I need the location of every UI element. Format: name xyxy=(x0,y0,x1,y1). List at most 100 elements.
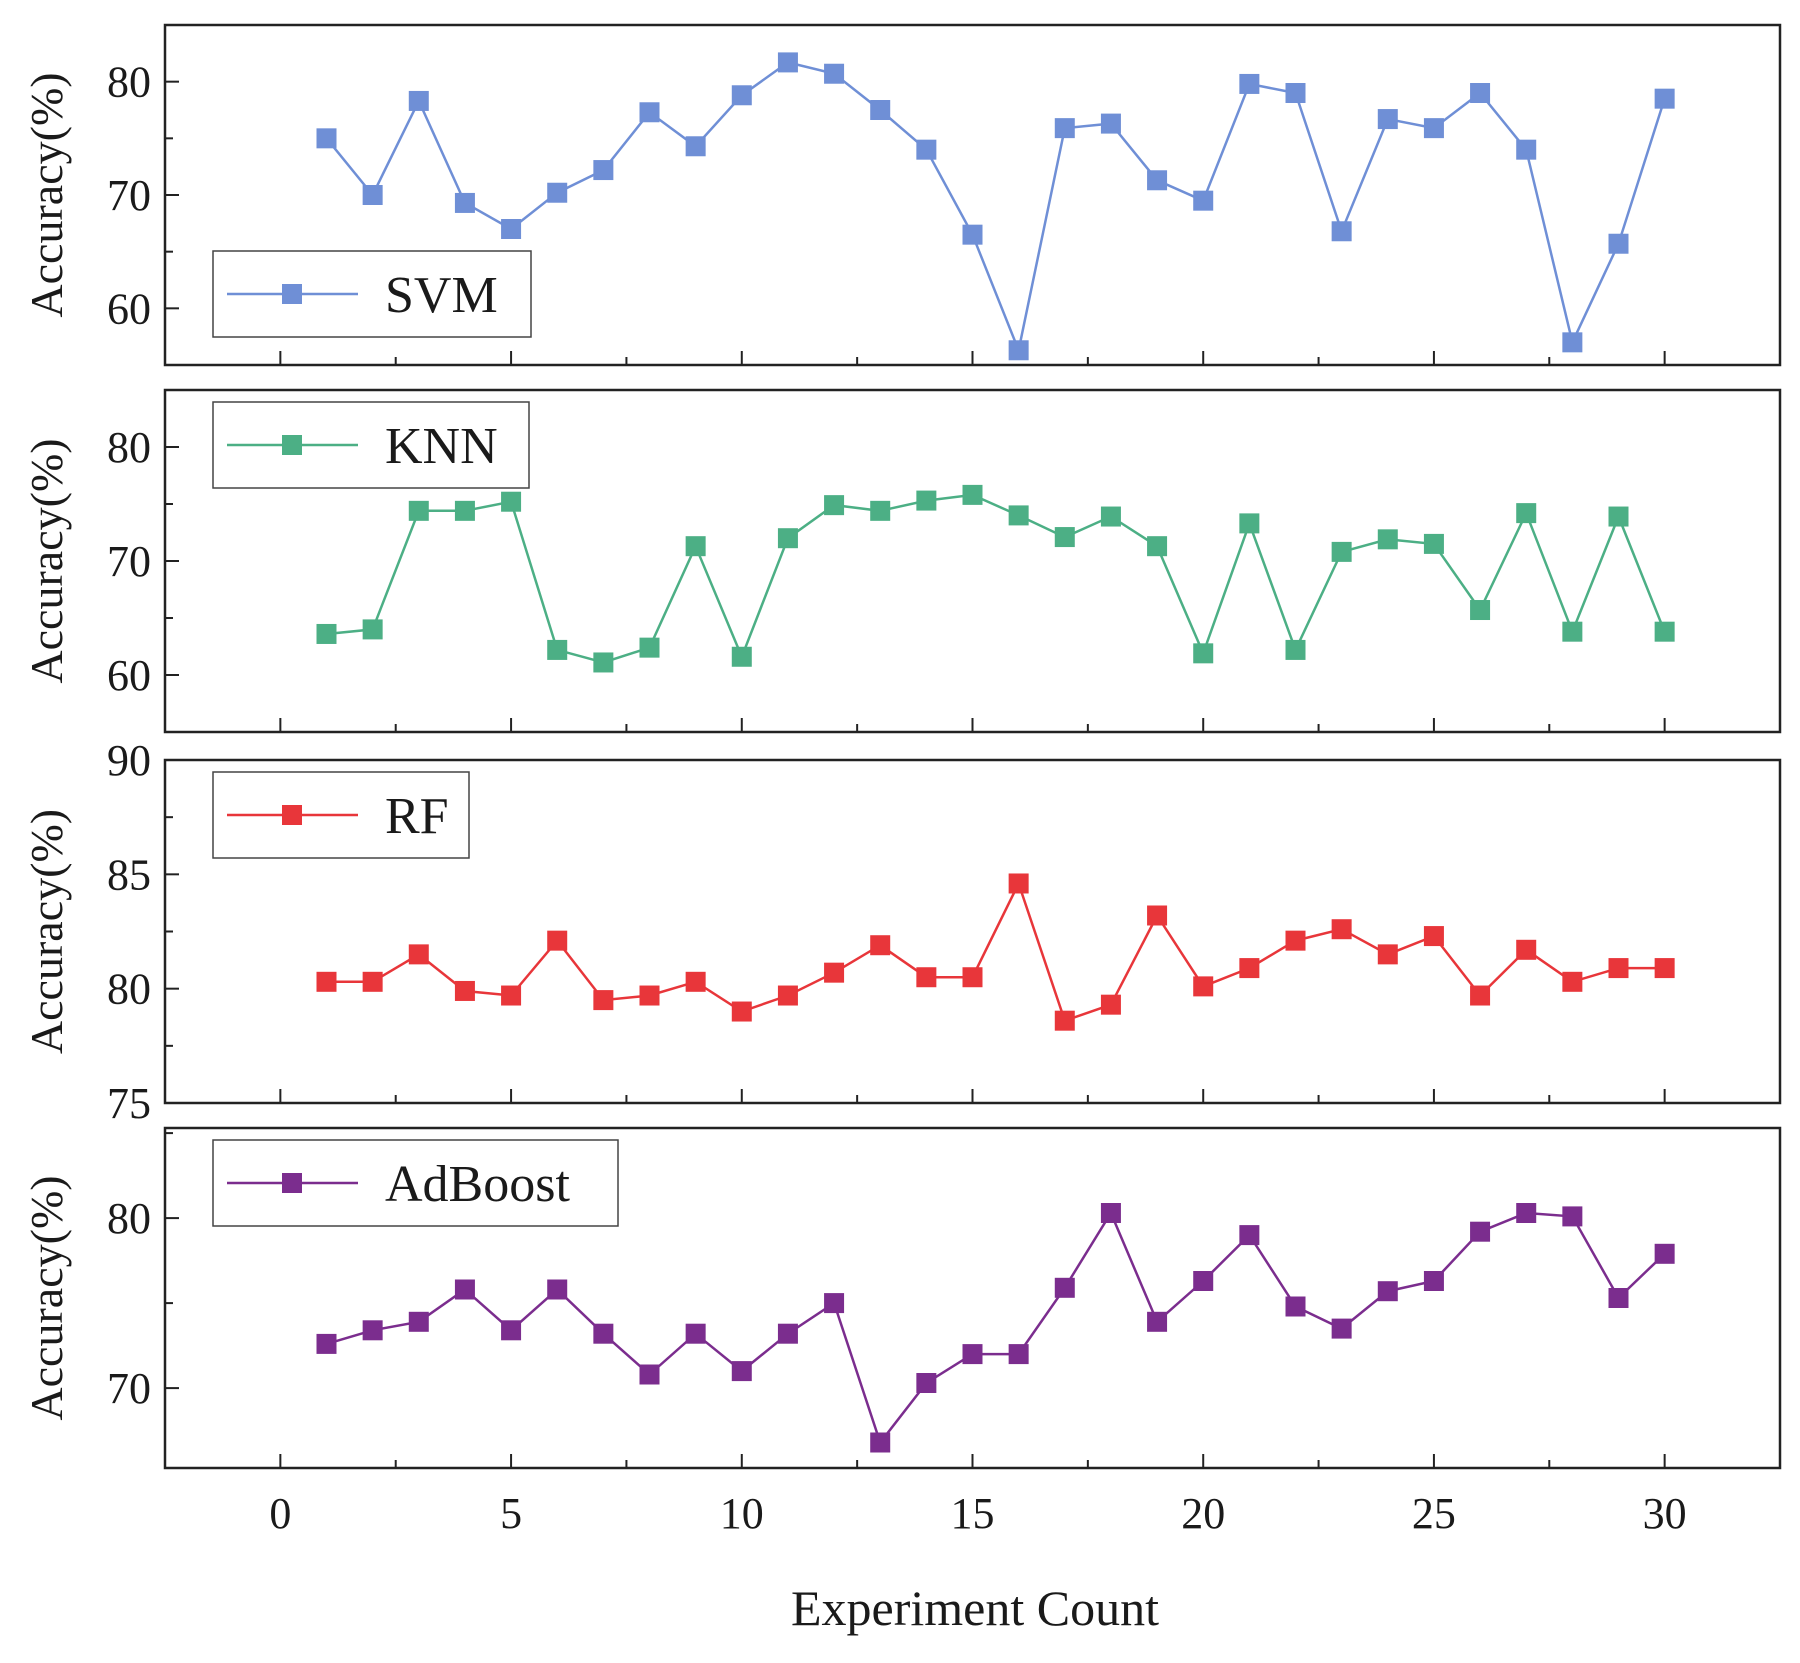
x-tick-label: 20 xyxy=(1181,1489,1225,1538)
data-point xyxy=(1193,1271,1214,1291)
data-point xyxy=(731,85,752,106)
x-axis-title: Experiment Count xyxy=(791,1580,1159,1636)
data-point xyxy=(1470,985,1491,1006)
data-point xyxy=(1516,1203,1537,1223)
data-point xyxy=(454,980,475,1001)
data-point xyxy=(1100,113,1121,134)
data-point xyxy=(1608,233,1629,254)
data-point xyxy=(639,985,660,1006)
series-line xyxy=(326,1210,1666,1446)
data-point xyxy=(962,484,983,505)
y-tick-label: 90 xyxy=(107,736,151,785)
data-point xyxy=(1377,944,1398,965)
y-tick-label: 80 xyxy=(107,965,151,1014)
data-point xyxy=(1516,503,1537,524)
data-point xyxy=(1193,190,1214,211)
data-point xyxy=(1331,1318,1352,1339)
y-tick-label: 80 xyxy=(107,1194,151,1243)
data-point xyxy=(870,1432,891,1453)
y-axis-title: Accuracy(%) xyxy=(21,438,72,683)
data-point xyxy=(593,1323,614,1344)
data-point xyxy=(962,224,983,245)
data-point xyxy=(1008,505,1029,526)
data-point xyxy=(1562,1206,1583,1227)
data-point xyxy=(1377,529,1398,550)
x-tick-label: 10 xyxy=(720,1489,764,1538)
data-point xyxy=(408,944,429,965)
data-point xyxy=(1100,1203,1121,1223)
data-point xyxy=(824,495,845,516)
data-point xyxy=(1239,958,1260,979)
data-point xyxy=(1470,83,1491,103)
panel-svm: 60 70 80 Accuracy(%) SVM xyxy=(21,23,1782,367)
data-point xyxy=(1331,221,1352,242)
data-point xyxy=(1008,1344,1029,1365)
data-point xyxy=(962,1344,983,1365)
panel-rf: 75 80 85 90 Accuracy(%) RF xyxy=(21,736,1782,1128)
data-point xyxy=(916,967,937,988)
data-point xyxy=(1285,639,1306,660)
data-point xyxy=(501,491,522,512)
data-point xyxy=(1654,621,1675,642)
legend-rf: RF xyxy=(212,771,470,859)
data-point xyxy=(1193,643,1214,664)
chart-panels: 60 70 80 Accuracy(%) SVM 60 70 80 Accuracy(%) KNN… xyxy=(21,23,1782,1470)
data-point xyxy=(1423,1271,1444,1291)
data-point xyxy=(1239,1225,1260,1246)
data-point xyxy=(1470,1221,1491,1242)
data-point xyxy=(1562,621,1583,642)
data-point xyxy=(316,128,337,149)
series-adboost xyxy=(316,1203,1675,1453)
legend-marker xyxy=(282,435,302,455)
data-point xyxy=(685,136,706,157)
legend-label: AdBoost xyxy=(385,1156,570,1213)
series-svm xyxy=(316,52,1675,361)
y-tick-label: 70 xyxy=(107,1364,151,1413)
data-point xyxy=(1008,873,1029,894)
data-point xyxy=(454,500,475,521)
series-rf xyxy=(316,873,1675,1031)
data-point xyxy=(593,652,614,673)
data-point xyxy=(454,1279,475,1300)
x-tick-label: 5 xyxy=(500,1489,522,1538)
y-axis-title: Accuracy(%) xyxy=(21,72,72,317)
data-point xyxy=(731,1001,752,1022)
x-tick-label: 0 xyxy=(269,1489,291,1538)
legend-marker xyxy=(282,805,302,825)
data-point xyxy=(362,185,383,205)
panel-adboost: 70 80 Accuracy(%) AdBoost xyxy=(21,1126,1782,1470)
series-knn xyxy=(316,484,1675,673)
data-point xyxy=(1608,958,1629,979)
data-point xyxy=(1147,905,1168,926)
legend-label: KNN xyxy=(385,418,498,475)
data-point xyxy=(1331,541,1352,562)
legend-label: SVM xyxy=(385,267,498,324)
data-point xyxy=(1377,109,1398,130)
data-point xyxy=(1423,533,1444,554)
data-point xyxy=(1147,536,1168,557)
data-point xyxy=(316,971,337,992)
y-tick-label: 80 xyxy=(107,423,151,472)
data-point xyxy=(777,985,798,1006)
data-point xyxy=(1239,73,1260,94)
data-point xyxy=(777,52,798,73)
data-point xyxy=(1377,1281,1398,1302)
y-tick-label: 60 xyxy=(107,651,151,700)
data-point xyxy=(408,90,429,111)
data-point xyxy=(870,500,891,521)
data-point xyxy=(547,930,568,951)
data-point xyxy=(1562,332,1583,353)
data-point xyxy=(1423,118,1444,139)
y-tick-label: 70 xyxy=(107,171,151,220)
data-point xyxy=(639,102,660,123)
data-point xyxy=(1100,994,1121,1015)
data-point xyxy=(1516,939,1537,960)
data-point xyxy=(777,1323,798,1344)
data-point xyxy=(1285,1296,1306,1317)
data-point xyxy=(824,1293,845,1314)
data-point xyxy=(454,192,475,213)
data-point xyxy=(501,1320,522,1341)
data-point xyxy=(824,63,845,84)
data-point xyxy=(1054,118,1075,139)
